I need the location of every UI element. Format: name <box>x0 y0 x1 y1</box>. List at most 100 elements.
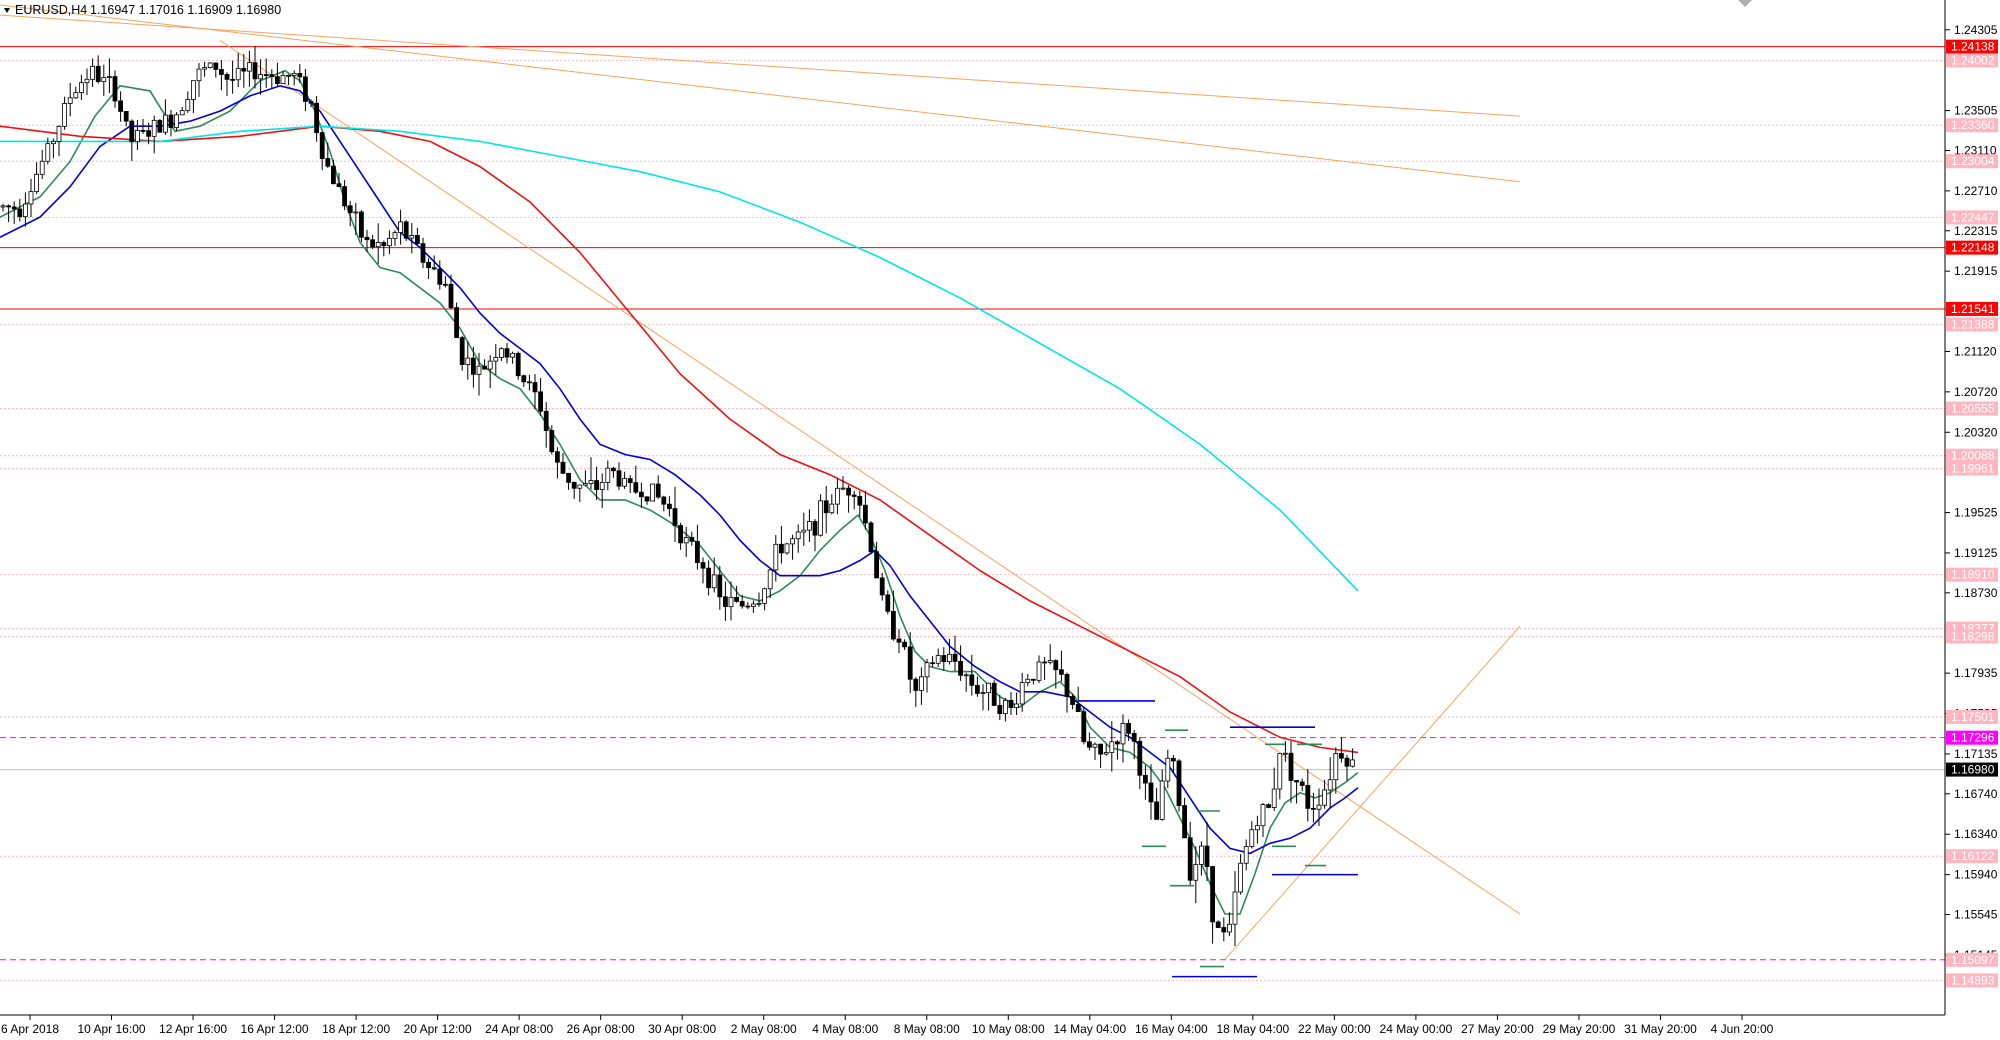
x-tick-label: 18 Apr 12:00 <box>322 1022 390 1036</box>
candle-bull <box>28 191 34 205</box>
candle-bear <box>1344 757 1350 767</box>
candle-bear <box>515 352 521 377</box>
price-label-bg <box>1946 448 1998 463</box>
candle-bull <box>22 203 28 218</box>
candle-bull <box>784 543 790 554</box>
candle-bear <box>213 62 219 70</box>
candle-bear <box>426 261 432 269</box>
price-label-bg <box>1946 952 1998 967</box>
candle-bull <box>134 129 140 143</box>
candle-bear <box>437 268 443 285</box>
candle-bull <box>980 692 986 695</box>
candle-bull <box>375 242 381 248</box>
caret-down-icon[interactable] <box>4 8 10 13</box>
price-label-bg <box>1946 762 1998 777</box>
price-label-bg <box>1946 53 1998 68</box>
candle-bull <box>599 481 605 491</box>
candle-bear <box>734 596 739 602</box>
candle-bull <box>986 682 991 694</box>
y-tick-label: 1.23505 <box>1954 104 1998 118</box>
candle-bull <box>924 662 930 678</box>
price-label: 1.18910 <box>1951 568 1995 582</box>
candle-bull <box>84 78 90 84</box>
chart-shift-marker-icon[interactable] <box>1738 0 1752 7</box>
candle-bull <box>1165 757 1171 782</box>
candle-bull <box>202 67 208 70</box>
candle-bear <box>823 500 829 514</box>
candle-bear <box>241 67 247 72</box>
x-tick-label: 2 May 08:00 <box>731 1022 797 1036</box>
price-label: 1.22148 <box>1951 241 1995 255</box>
candle-bull <box>963 674 969 677</box>
candle-bear <box>269 74 275 78</box>
x-tick-label: 16 Apr 12:00 <box>241 1022 309 1036</box>
candle-bear <box>991 682 997 706</box>
x-tick-label: 27 May 20:00 <box>1461 1022 1534 1036</box>
y-tick-label: 1.15940 <box>1954 868 1998 882</box>
price-label: 1.15097 <box>1951 953 1995 967</box>
candle-bull <box>207 62 213 68</box>
candle-bear <box>1008 699 1014 709</box>
candle-bull <box>476 365 482 375</box>
candle-bear <box>1299 781 1305 786</box>
y-tick-label: 1.20720 <box>1954 385 1998 399</box>
candle-bear <box>907 646 913 680</box>
candle-bear <box>157 119 163 133</box>
candle-bull <box>829 503 835 514</box>
trendline <box>0 14 1521 117</box>
candle-bear <box>1087 741 1092 748</box>
candle-bear <box>314 102 320 134</box>
candle-bear <box>358 211 364 238</box>
y-tick-label: 1.19525 <box>1954 506 1998 520</box>
x-tick-label: 10 May 08:00 <box>972 1022 1045 1036</box>
candle-bear <box>1221 927 1227 933</box>
candle-bear <box>123 111 129 122</box>
candle-bull <box>151 119 157 137</box>
candle-bear <box>1171 757 1176 762</box>
candle-bear <box>1131 732 1137 742</box>
candle-bull <box>1255 825 1260 831</box>
candle-bear <box>879 577 885 596</box>
candle-bear <box>1176 760 1182 806</box>
candle-bull <box>840 487 846 490</box>
candle-bull <box>386 238 392 247</box>
candle-bull <box>919 676 924 691</box>
candle-bear <box>555 451 560 463</box>
candle-bull <box>807 521 812 531</box>
candle-bull <box>1333 753 1339 781</box>
candle-bull <box>1103 752 1109 755</box>
candle-bull <box>1238 862 1243 893</box>
candle-bear <box>633 482 639 493</box>
price-label: 1.17296 <box>1951 731 1995 745</box>
candle-bear <box>1266 804 1271 808</box>
candle-bull <box>762 588 767 604</box>
y-tick-label: 1.16740 <box>1954 787 1998 801</box>
candles <box>0 45 1355 946</box>
candle-bull <box>650 483 655 502</box>
candle-bear <box>364 236 370 241</box>
candle-bull <box>1047 660 1053 663</box>
x-tick-label: 24 May 00:00 <box>1380 1022 1453 1036</box>
candle-bear <box>454 307 460 339</box>
candle-bull <box>101 77 107 83</box>
price-label: 1.19961 <box>1951 462 1995 476</box>
candle-bull <box>1019 682 1025 705</box>
price-label-bg <box>1946 849 1998 864</box>
candle-bear <box>527 381 532 384</box>
candle-bull <box>1120 722 1126 745</box>
candle-bear <box>532 382 538 393</box>
candle-bull <box>246 62 252 72</box>
candle-bull <box>498 348 504 358</box>
candle-bull <box>291 72 297 76</box>
y-tick-label: 1.22710 <box>1954 184 1998 198</box>
candle-bull <box>392 232 398 239</box>
candle-bear <box>11 206 17 210</box>
candle-bear <box>863 504 868 524</box>
candle-bull <box>1092 743 1098 748</box>
candle-bull <box>45 143 51 162</box>
price-label-bg <box>1946 709 1998 724</box>
price-label: 1.16122 <box>1951 849 1995 863</box>
candle-bear <box>1215 921 1221 928</box>
price-label-bg <box>1946 567 1998 582</box>
